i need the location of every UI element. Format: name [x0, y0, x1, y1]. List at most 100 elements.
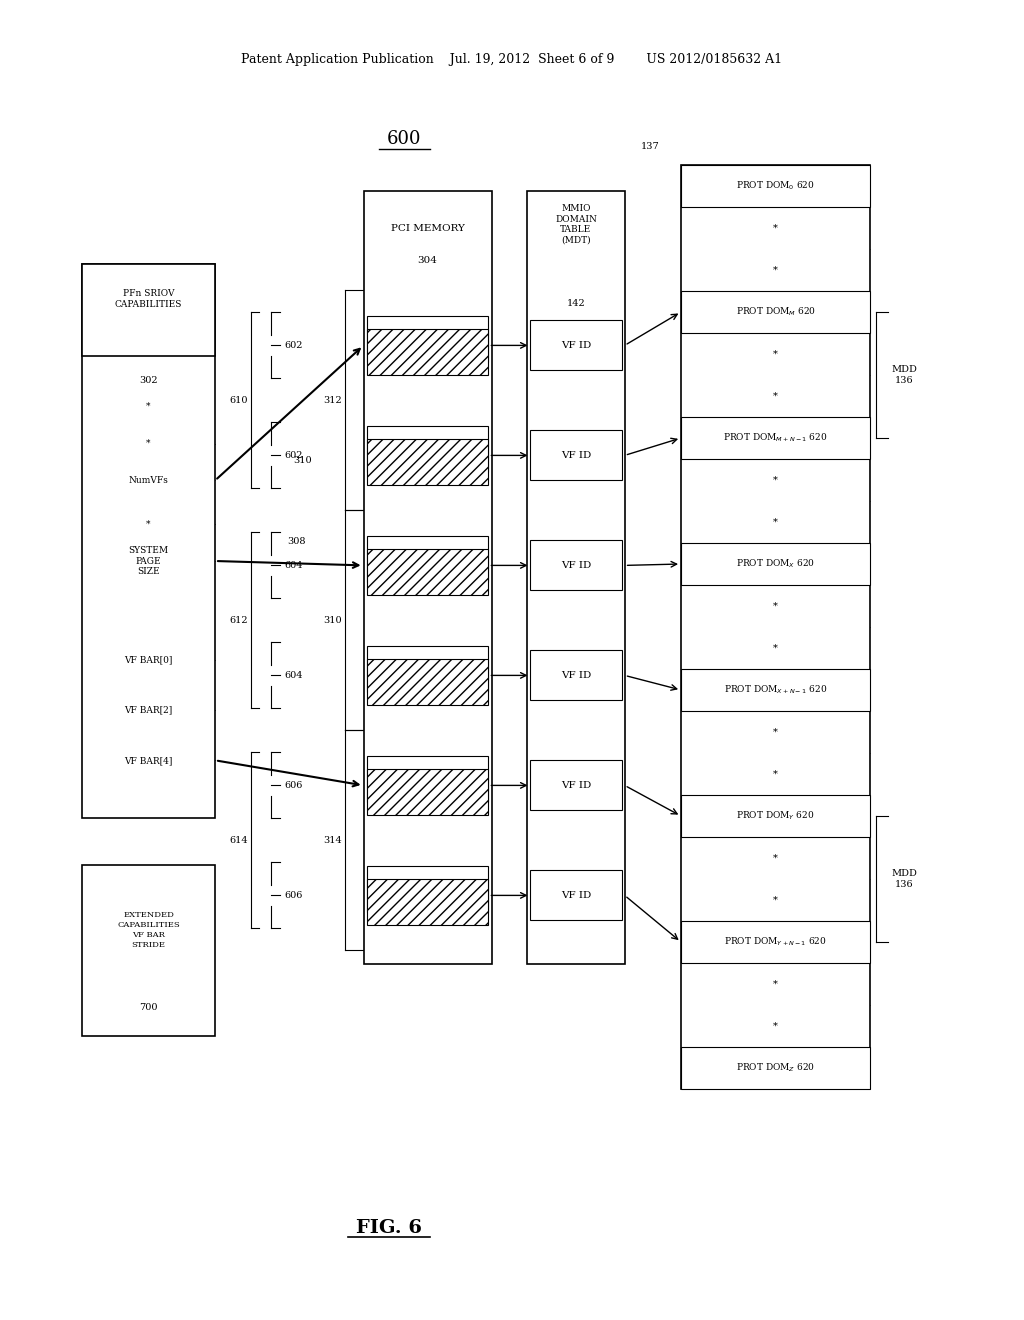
- Text: *: *: [146, 520, 151, 528]
- Text: Patent Application Publication    Jul. 19, 2012  Sheet 6 of 9        US 2012/018: Patent Application Publication Jul. 19, …: [242, 53, 782, 66]
- Text: VF$_{n-1}$BAR$_2$: VF$_{n-1}$BAR$_2$: [398, 663, 457, 676]
- Bar: [527, 191, 625, 964]
- Text: *: *: [773, 602, 778, 610]
- Bar: [681, 669, 870, 711]
- Text: *: *: [773, 350, 778, 359]
- Text: 604: 604: [285, 671, 303, 680]
- Bar: [367, 425, 488, 471]
- Bar: [367, 645, 488, 692]
- Text: 700: 700: [139, 1003, 158, 1011]
- Text: 304: 304: [418, 256, 437, 264]
- Text: 612: 612: [229, 616, 248, 624]
- Text: PROT DOM$_{M+N-1}$ 620: PROT DOM$_{M+N-1}$ 620: [724, 432, 827, 445]
- Text: *: *: [773, 223, 778, 232]
- Bar: [367, 438, 488, 484]
- Text: PFn SRIOV
CAPABILITIES: PFn SRIOV CAPABILITIES: [115, 289, 182, 309]
- Text: *: *: [773, 1022, 778, 1031]
- Bar: [530, 430, 622, 480]
- Text: NumVFs: NumVFs: [129, 477, 168, 484]
- Bar: [681, 795, 870, 837]
- Text: MMIO
DOMAIN
TABLE
(MDT): MMIO DOMAIN TABLE (MDT): [555, 205, 597, 244]
- Text: 302: 302: [139, 376, 158, 384]
- Bar: [367, 329, 488, 375]
- Text: PROT DOM$_Z$ 620: PROT DOM$_Z$ 620: [736, 1061, 815, 1074]
- Text: 606: 606: [285, 891, 303, 900]
- Bar: [367, 879, 488, 925]
- Bar: [367, 755, 488, 801]
- Bar: [681, 165, 870, 1089]
- Text: 310: 310: [293, 457, 311, 465]
- Bar: [82, 264, 215, 356]
- Text: *: *: [773, 854, 778, 862]
- Text: VF$_{n-1}$BAR$_0$: VF$_{n-1}$BAR$_0$: [398, 442, 457, 455]
- Text: VF BAR[2]: VF BAR[2]: [124, 706, 173, 714]
- Text: FIG. 6: FIG. 6: [356, 1218, 422, 1237]
- Bar: [681, 417, 870, 459]
- Text: VF BAR[0]: VF BAR[0]: [124, 656, 173, 664]
- Text: *: *: [773, 643, 778, 652]
- Text: *: *: [773, 895, 778, 904]
- Text: 137: 137: [641, 143, 659, 150]
- Bar: [367, 659, 488, 705]
- Bar: [681, 290, 870, 333]
- Text: PROT DOM$_0$ 620: PROT DOM$_0$ 620: [736, 180, 815, 193]
- Bar: [367, 549, 488, 595]
- Text: VF$_0$BAR$_0$: VF$_0$BAR$_0$: [404, 333, 451, 346]
- Bar: [681, 165, 870, 207]
- Text: *: *: [146, 403, 151, 411]
- Text: *: *: [773, 979, 778, 989]
- Bar: [681, 921, 870, 964]
- Bar: [530, 870, 622, 920]
- Text: 314: 314: [324, 836, 342, 845]
- Text: 602: 602: [285, 341, 303, 350]
- Bar: [367, 768, 488, 814]
- Text: VF ID: VF ID: [561, 671, 591, 680]
- Text: VF$_{n-1}$BAR$_4$: VF$_{n-1}$BAR$_4$: [398, 882, 457, 895]
- Bar: [82, 865, 215, 1036]
- Text: VF ID: VF ID: [561, 561, 591, 570]
- Bar: [367, 536, 488, 582]
- Text: VF ID: VF ID: [561, 891, 591, 900]
- Text: 604: 604: [285, 561, 303, 570]
- Text: VF$_0$BAR$_2$: VF$_0$BAR$_2$: [404, 552, 451, 565]
- Text: PROT DOM$_{X+N-1}$ 620: PROT DOM$_{X+N-1}$ 620: [724, 684, 827, 696]
- Text: *: *: [773, 475, 778, 484]
- Text: MDD
136: MDD 136: [891, 870, 918, 888]
- Text: VF$_0$BAR$_4$: VF$_0$BAR$_4$: [404, 772, 451, 785]
- Text: *: *: [773, 265, 778, 275]
- Bar: [367, 315, 488, 362]
- Text: VF ID: VF ID: [561, 341, 591, 350]
- Text: 614: 614: [229, 836, 248, 845]
- Text: PROT DOM$_{Y+N-1}$ 620: PROT DOM$_{Y+N-1}$ 620: [724, 936, 827, 948]
- Text: *: *: [773, 727, 778, 737]
- Text: 610: 610: [229, 396, 248, 405]
- Text: 310: 310: [324, 616, 342, 624]
- Bar: [82, 264, 215, 818]
- Text: VF ID: VF ID: [561, 451, 591, 459]
- Text: PROT DOM$_Y$ 620: PROT DOM$_Y$ 620: [736, 809, 815, 822]
- Text: *: *: [146, 440, 151, 447]
- Text: 142: 142: [566, 300, 586, 308]
- Text: 606: 606: [285, 781, 303, 789]
- Text: SYSTEM
PAGE
SIZE: SYSTEM PAGE SIZE: [128, 546, 169, 576]
- Text: 308: 308: [288, 537, 306, 545]
- Bar: [681, 543, 870, 585]
- Text: *: *: [773, 517, 778, 527]
- Text: MDD
136: MDD 136: [891, 366, 918, 384]
- Text: EXTENDED
CAPABILITIES
VF BAR
STRIDE: EXTENDED CAPABILITIES VF BAR STRIDE: [117, 911, 180, 949]
- Text: *: *: [773, 770, 778, 779]
- Bar: [530, 760, 622, 810]
- Text: VF BAR[4]: VF BAR[4]: [124, 756, 173, 764]
- Text: *: *: [773, 392, 778, 400]
- Bar: [530, 321, 622, 371]
- Bar: [364, 191, 492, 964]
- Text: 600: 600: [387, 129, 422, 148]
- Text: 602: 602: [285, 451, 303, 459]
- Bar: [367, 866, 488, 912]
- Text: VF ID: VF ID: [561, 781, 591, 789]
- Bar: [681, 1047, 870, 1089]
- Text: PROT DOM$_M$ 620: PROT DOM$_M$ 620: [735, 306, 816, 318]
- Text: PCI MEMORY: PCI MEMORY: [390, 224, 465, 232]
- Bar: [530, 540, 622, 590]
- Text: 312: 312: [324, 396, 342, 405]
